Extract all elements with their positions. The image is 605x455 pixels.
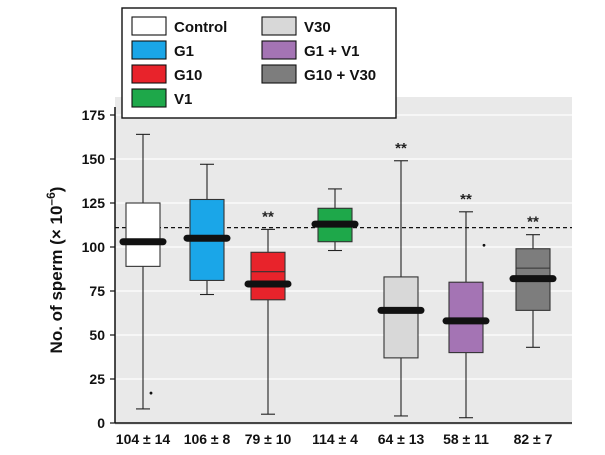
box-group: ** [442, 191, 490, 419]
box-group: ** [377, 140, 425, 417]
y-tick-label: 100 [82, 239, 106, 255]
box-group [183, 163, 231, 296]
legend-label: G10 + V30 [304, 67, 376, 84]
category-label: 104 ± 14 [116, 431, 171, 447]
legend-entry: G10 [131, 64, 202, 84]
significance-marker: ** [395, 140, 407, 157]
y-tick-label: 25 [89, 371, 105, 387]
legend-label: Control [174, 19, 227, 36]
legend-entry: V30 [261, 16, 331, 36]
box [383, 276, 419, 359]
y-tick-label: 175 [82, 107, 106, 123]
x-axis: 104 ± 14 106 ± 8 79 ± 10 114 ± 4 64 ± 13 58 ±… [115, 422, 572, 447]
category-label: 58 ± 11 [443, 431, 489, 447]
legend-label: V30 [304, 19, 331, 36]
box-group: ** [244, 208, 292, 415]
category-label: 64 ± 13 [378, 431, 425, 447]
y-tick-label: 75 [89, 283, 105, 299]
legend-swatch [261, 40, 297, 60]
y-tick-label: 0 [97, 415, 105, 431]
box-group [311, 188, 359, 252]
legend-box [121, 7, 397, 119]
legend-entry: G1 [131, 40, 194, 60]
category-label: 79 ± 10 [245, 431, 292, 447]
legend-label: G1 [174, 43, 194, 60]
legend-label: G1 + V1 [304, 43, 359, 60]
box-group [119, 133, 167, 410]
legend-swatch [261, 16, 297, 36]
significance-marker: ** [262, 208, 274, 225]
category-label: 106 ± 8 [184, 431, 231, 447]
box [125, 202, 161, 267]
y-tick-label: 125 [82, 195, 106, 211]
y-axis: 0 25 50 75 100 125 150 175 [82, 107, 116, 431]
y-tick-label: 50 [89, 327, 105, 343]
legend: Control G1 G10 V1 V30 G1 + V1 G10 + V30 [121, 7, 397, 119]
legend-swatch [131, 40, 167, 60]
legend-swatch [131, 16, 167, 36]
y-axis-title: No. of sperm (× 10–6) [44, 187, 66, 354]
y-tick-label: 150 [82, 151, 106, 167]
legend-label: V1 [174, 91, 192, 108]
legend-entry: V1 [131, 88, 192, 108]
category-label: 82 ± 7 [514, 431, 553, 447]
plot-area [115, 97, 572, 425]
y-axis-title-text: No. of sperm (× 10–6) [44, 187, 66, 354]
box-groups: ** ** ** ** [119, 133, 557, 419]
category-label: 114 ± 4 [312, 431, 358, 447]
legend-entry: G10 + V30 [261, 64, 376, 84]
significance-marker: ** [527, 214, 539, 231]
legend-swatch [131, 88, 167, 108]
outlier-point [482, 243, 486, 247]
legend-swatch [261, 64, 297, 84]
legend-entry: Control [131, 16, 227, 36]
significance-marker: ** [460, 191, 472, 208]
legend-swatch [131, 64, 167, 84]
outlier-point [149, 391, 153, 395]
box [448, 281, 484, 354]
box-group: ** [509, 214, 557, 348]
legend-entry: G1 + V1 [261, 40, 359, 60]
legend-label: G10 [174, 67, 202, 84]
box [250, 251, 286, 301]
